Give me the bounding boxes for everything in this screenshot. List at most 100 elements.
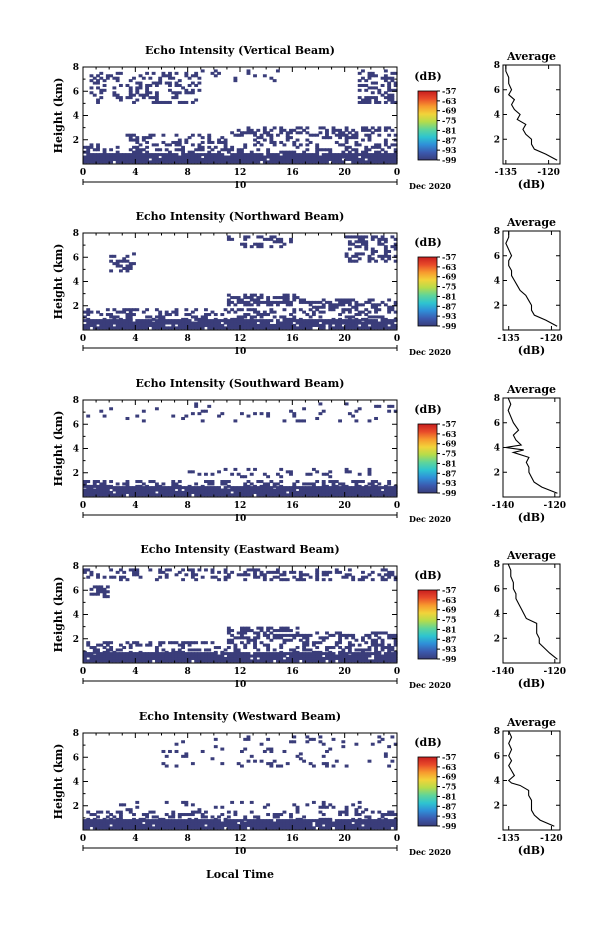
echo-cell [145, 83, 150, 87]
echo-cell [174, 96, 179, 100]
echo-cell [367, 636, 372, 640]
echo-cell [128, 262, 133, 266]
echo-cell [171, 488, 176, 492]
echo-cell [253, 131, 257, 135]
colorbar-tick-label: -93 [442, 811, 457, 821]
echo-cell [279, 823, 284, 827]
echo-cell [370, 643, 375, 647]
echo-cell [387, 83, 392, 87]
echo-cell [367, 138, 372, 142]
echo-cell [361, 240, 365, 244]
echo-cell [105, 488, 110, 492]
echo-cell [96, 650, 100, 654]
echo-cell [387, 573, 392, 577]
echo-cell [292, 735, 297, 739]
echo-cell [181, 493, 185, 497]
echo-cell [181, 650, 185, 654]
panel-3: Echo Intensity (Eastward Beam)0 4 8 12 16 20 0… [52, 543, 566, 690]
echo-cell [338, 482, 342, 486]
average-y-tick-label: 4 [494, 444, 500, 454]
echo-cell [347, 145, 352, 149]
echo-cell [364, 323, 369, 327]
echo-cell [171, 659, 176, 663]
echo-cell [364, 823, 369, 827]
echo-cell [272, 140, 277, 144]
echo-cell [233, 819, 238, 823]
echo-cell [240, 308, 244, 312]
echo-cell [387, 157, 392, 161]
echo-cell [285, 819, 290, 823]
echo-cell [341, 648, 346, 652]
echo-cell [341, 150, 346, 154]
colorbar-tick-label: -99 [442, 321, 457, 331]
echo-cell [223, 155, 228, 159]
echo-cell [308, 486, 313, 490]
echo-cell [246, 71, 251, 75]
echo-cell [357, 654, 362, 658]
echo-cell [364, 145, 369, 149]
echo-cell [105, 656, 110, 660]
echo-cell [292, 484, 297, 488]
echo-cell [249, 800, 254, 804]
echo-cell [390, 305, 395, 309]
echo-cell [351, 305, 356, 309]
echo-cell [184, 326, 189, 330]
echo-cell [308, 155, 313, 159]
echo-cell [344, 805, 349, 809]
echo-cell [141, 326, 146, 330]
echo-cell [275, 819, 280, 823]
echo-cell [86, 652, 91, 656]
echo-cell [181, 155, 185, 159]
echo-cell [187, 157, 192, 161]
echo-cell [102, 821, 107, 825]
echo-cell [377, 315, 382, 319]
echo-cell [102, 482, 107, 486]
echo-cell [92, 585, 97, 589]
echo-cell [259, 759, 264, 763]
echo-cell [177, 157, 182, 161]
echo-cell [135, 484, 140, 488]
echo-cell [279, 484, 284, 488]
echo-cell [249, 160, 254, 164]
echo-cell [243, 323, 248, 327]
echo-cell [390, 823, 395, 827]
echo-cell [328, 633, 333, 637]
echo-cell [315, 319, 320, 323]
echo-cell [334, 631, 339, 635]
echo-cell [168, 641, 172, 645]
echo-cell [174, 71, 179, 75]
echo-cell [370, 252, 375, 256]
echo-cell [96, 79, 100, 83]
echo-cell [338, 128, 342, 132]
echo-cell [275, 575, 280, 579]
echo-cell [341, 160, 346, 164]
echo-cell [380, 93, 385, 97]
echo-cell [347, 648, 352, 652]
echo-cell [377, 817, 382, 821]
echo-cell [151, 815, 156, 819]
echo-cell [187, 493, 192, 497]
echo-cell [315, 148, 320, 152]
echo-cell [145, 86, 150, 90]
echo-cell [86, 493, 91, 497]
echo-cell [380, 815, 385, 819]
echo-cell [298, 493, 303, 497]
echo-cell [321, 636, 326, 640]
echo-cell [266, 626, 271, 630]
echo-cell [99, 71, 104, 75]
echo-cell [357, 237, 362, 241]
echo-cell [383, 126, 388, 130]
echo-cell [364, 313, 369, 317]
echo-cell [315, 155, 320, 159]
echo-cell [233, 656, 238, 660]
echo-cell [393, 242, 398, 246]
echo-cell [135, 823, 140, 827]
echo-cell [266, 160, 271, 164]
echo-cell [275, 652, 280, 656]
echo-cell [344, 157, 349, 161]
echo-cell [233, 467, 238, 471]
echo-cell [151, 819, 156, 823]
echo-cell [135, 641, 140, 645]
echo-cell [86, 150, 91, 154]
echo-cell [197, 157, 202, 161]
